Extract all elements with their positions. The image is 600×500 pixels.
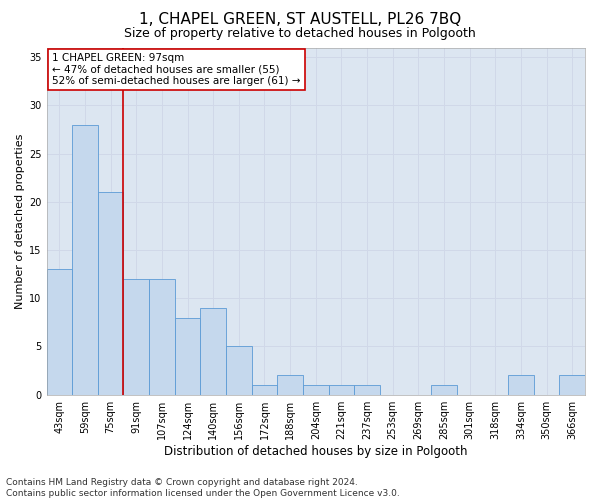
Text: 1, CHAPEL GREEN, ST AUSTELL, PL26 7BQ: 1, CHAPEL GREEN, ST AUSTELL, PL26 7BQ <box>139 12 461 28</box>
Bar <box>200 308 226 394</box>
Bar <box>277 376 303 394</box>
Bar <box>72 124 98 394</box>
Text: 1 CHAPEL GREEN: 97sqm
← 47% of detached houses are smaller (55)
52% of semi-deta: 1 CHAPEL GREEN: 97sqm ← 47% of detached … <box>52 52 301 86</box>
Bar <box>175 318 200 394</box>
Text: Size of property relative to detached houses in Polgooth: Size of property relative to detached ho… <box>124 28 476 40</box>
Bar <box>226 346 251 395</box>
Bar <box>124 279 149 394</box>
Bar <box>47 270 72 394</box>
Bar <box>431 385 457 394</box>
Y-axis label: Number of detached properties: Number of detached properties <box>15 134 25 309</box>
Bar <box>251 385 277 394</box>
Bar <box>508 376 534 394</box>
Bar <box>149 279 175 394</box>
X-axis label: Distribution of detached houses by size in Polgooth: Distribution of detached houses by size … <box>164 444 467 458</box>
Text: Contains HM Land Registry data © Crown copyright and database right 2024.
Contai: Contains HM Land Registry data © Crown c… <box>6 478 400 498</box>
Bar <box>329 385 354 394</box>
Bar <box>354 385 380 394</box>
Bar <box>559 376 585 394</box>
Bar <box>98 192 124 394</box>
Bar <box>303 385 329 394</box>
